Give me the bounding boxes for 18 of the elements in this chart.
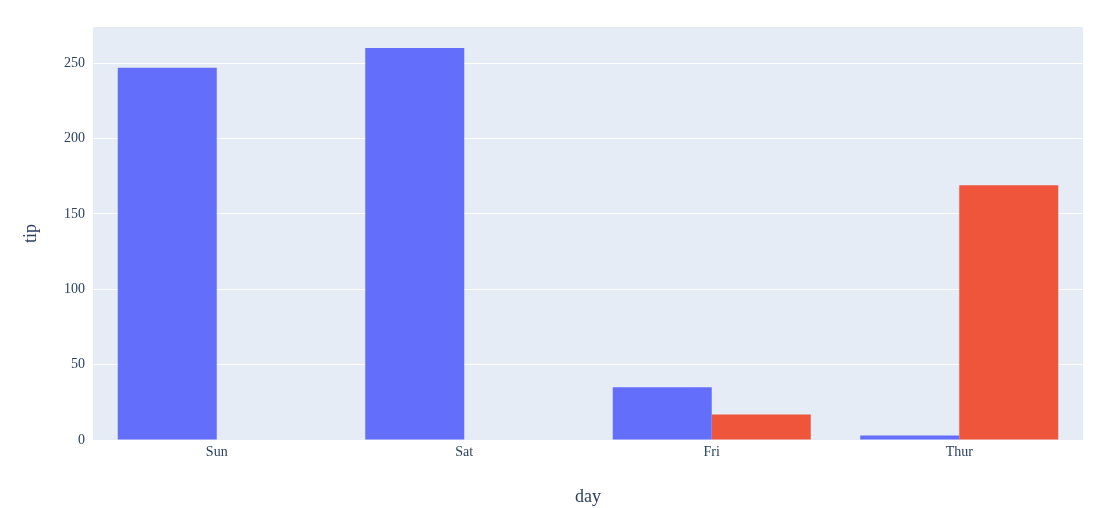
bar [959,185,1059,440]
y-axis-title: tip [19,223,40,244]
y-tick-label: 200 [64,130,85,146]
x-axis-title: day [575,485,601,506]
bar [365,48,465,440]
bar [612,387,712,440]
x-tick-label: Sat [455,444,474,460]
y-tick-label: 50 [71,356,85,372]
y-tick-label: 100 [64,280,85,296]
bar [711,414,811,440]
y-tick-label: 0 [78,431,85,447]
y-tick-label: 150 [64,205,85,221]
x-tick-label: Thur [945,444,974,460]
x-tick-label: Fri [703,444,721,460]
x-tick-label: Sun [205,444,228,460]
bar [117,67,217,440]
bar [860,435,960,440]
y-tick-label: 250 [64,54,85,70]
